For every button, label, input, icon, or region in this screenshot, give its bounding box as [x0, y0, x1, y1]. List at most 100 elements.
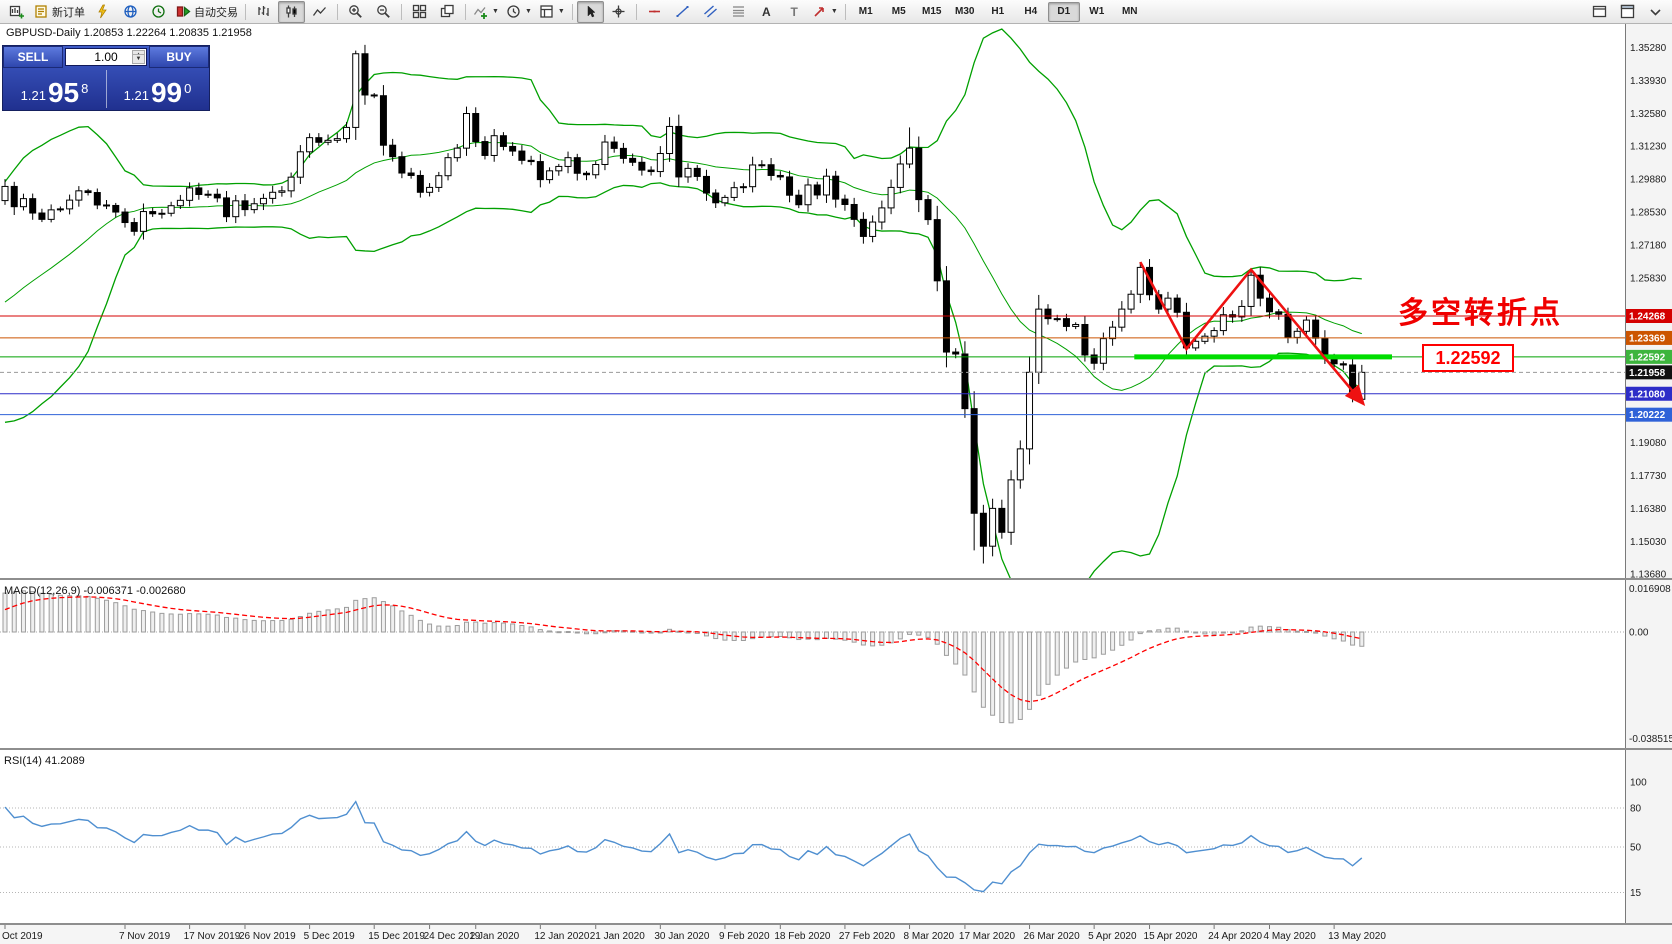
rsi-line	[4, 800, 1363, 893]
text-icon: A	[759, 4, 774, 19]
new-order-button[interactable]: 新订单	[31, 1, 88, 23]
candlestick-button[interactable]	[278, 0, 305, 23]
macd-histogram	[2, 590, 1365, 724]
buy-button[interactable]: BUY	[149, 46, 209, 68]
svg-text:30 Jan 2020: 30 Jan 2020	[654, 931, 709, 942]
trendline-button[interactable]	[669, 1, 696, 23]
periods-button[interactable]: ▼	[503, 1, 535, 23]
cascade-windows-button[interactable]	[434, 1, 461, 23]
globe-button[interactable]	[117, 1, 144, 23]
buy-price[interactable]: 1.21 99 0	[106, 68, 209, 110]
text-button[interactable]: A	[753, 1, 780, 23]
bar-chart-button[interactable]	[250, 1, 277, 23]
sell-price[interactable]: 1.21 95 8	[3, 68, 106, 110]
buy-price-big: 99	[150, 77, 183, 109]
toolbar-separator	[635, 3, 637, 20]
svg-text:1.20222: 1.20222	[1629, 410, 1666, 421]
svg-text:-0.038515: -0.038515	[1629, 734, 1672, 745]
timeframe-button-M15[interactable]: M15	[922, 6, 942, 17]
new-chart-icon	[9, 4, 24, 19]
timeframe-button-M1[interactable]: M1	[858, 6, 873, 17]
zoom-out-button[interactable]	[370, 1, 397, 23]
toolbar-separator	[337, 3, 338, 20]
main-toolbar: 新订单 自动交易 ▼ ▼ ▼ A T ▼ M1 M5 M15 M30 H1 H4 D1 W1 MN	[0, 0, 1672, 24]
auto-trading-button-label: 自动交易	[194, 6, 238, 19]
arrows-icon	[812, 4, 827, 19]
auto-trading-button[interactable]: 自动交易	[173, 1, 241, 23]
templates-icon	[539, 4, 554, 19]
new-chart-button[interactable]	[3, 1, 30, 23]
timeframe-button-MN[interactable]: MN	[1121, 6, 1138, 17]
fibonacci-button[interactable]	[725, 1, 752, 23]
svg-text:1.17730: 1.17730	[1630, 471, 1667, 482]
chevron-down-icon: ▼	[524, 8, 532, 15]
price-axis[interactable]	[1626, 24, 1672, 578]
price-axis-labels: 1.35280 1.33930 1.32580 1.31230 1.29880 1.285…	[1630, 43, 1667, 578]
chevron-down-icon: ▼	[830, 8, 838, 15]
fullscreen-button[interactable]	[1614, 1, 1641, 23]
svg-text:1.23369: 1.23369	[1629, 333, 1666, 344]
volume-input[interactable]: 1.00 ▲ ▼	[65, 48, 147, 66]
svg-text:15: 15	[1630, 888, 1642, 899]
toolbar-separator	[401, 3, 402, 20]
rsi-axis[interactable]	[1626, 750, 1672, 923]
svg-text:1.16380: 1.16380	[1630, 504, 1667, 515]
timeframe-button-H4[interactable]: H4	[1024, 6, 1038, 17]
timeframe-button-W1[interactable]: W1	[1089, 6, 1105, 17]
channel-button[interactable]	[697, 1, 724, 23]
svg-text:5 Apr 2020: 5 Apr 2020	[1088, 931, 1137, 942]
indicators-button[interactable]: ▼	[470, 1, 502, 23]
crosshair-icon	[611, 4, 626, 19]
toolbar-separator	[245, 3, 246, 20]
history-icon	[151, 4, 166, 19]
chart-ohlc-info: GBPUSD-Daily 1.20853 1.22264 1.20835 1.2…	[6, 27, 252, 39]
rsi-label: RSI(14) 41.2089	[4, 755, 85, 767]
rsi-indicator-panel[interactable]: RSI(14) 41.2089 100 80 50 15	[0, 750, 1672, 923]
periods-icon	[506, 4, 521, 19]
crosshair-button[interactable]	[605, 1, 632, 23]
templates-button[interactable]: ▼	[536, 1, 568, 23]
history-button[interactable]	[145, 1, 172, 23]
line-chart-button[interactable]	[306, 1, 333, 23]
zoom-out-icon	[376, 4, 391, 19]
window-list-button[interactable]	[1586, 1, 1613, 23]
svg-text:1.19080: 1.19080	[1630, 438, 1667, 449]
toolbar-separator	[571, 3, 573, 20]
arrows-button[interactable]: ▼	[809, 1, 841, 23]
label-button[interactable]: T	[781, 1, 808, 23]
volume-down-stepper[interactable]: ▼	[132, 54, 145, 64]
macd-indicator-panel[interactable]: MACD(12,26,9) -0.006371 -0.002680 0.01690…	[0, 580, 1672, 748]
timeframe-button-H1[interactable]: H1	[991, 6, 1005, 17]
svg-text:21 Jan 2020: 21 Jan 2020	[590, 931, 645, 942]
timeframe-button-D1[interactable]: D1	[1047, 1, 1080, 22]
svg-text:15 Dec 2019: 15 Dec 2019	[368, 931, 425, 942]
sell-button[interactable]: SELL	[3, 46, 63, 68]
tile-windows-button[interactable]	[406, 1, 433, 23]
svg-text:26 Mar 2020: 26 Mar 2020	[1024, 931, 1081, 942]
svg-text:26 Nov 2019: 26 Nov 2019	[239, 931, 296, 942]
panel-splitter[interactable]	[0, 923, 1672, 925]
support-level-label[interactable]: 1.22592	[1422, 344, 1514, 372]
svg-text:1.25830: 1.25830	[1630, 273, 1667, 284]
collapse-button[interactable]	[1642, 1, 1669, 23]
macd-label: MACD(12,26,9) -0.006371 -0.002680	[4, 585, 186, 597]
lightning-button[interactable]	[89, 1, 116, 23]
price-chart-panel[interactable]: 1.35280 1.33930 1.32580 1.31230 1.29880 1.285…	[0, 24, 1672, 578]
svg-text:1.15030: 1.15030	[1630, 537, 1667, 548]
macd-axis[interactable]	[1626, 580, 1672, 748]
svg-text:9 Feb 2020: 9 Feb 2020	[719, 931, 770, 942]
panel-splitter[interactable]	[0, 748, 1672, 750]
cursor-button[interactable]	[576, 0, 604, 23]
panel-splitter[interactable]	[0, 578, 1672, 580]
hline-button[interactable]	[641, 1, 668, 23]
timeframe-button-M30[interactable]: M30	[955, 6, 975, 17]
channel-icon	[703, 4, 718, 19]
chart-annotation-text[interactable]: 多空转折点	[1398, 297, 1563, 330]
timeframe-button-M5[interactable]: M5	[891, 6, 906, 17]
macd-scale-labels: 0.016908 0.00 -0.038515	[1629, 584, 1672, 745]
label-icon: T	[787, 4, 802, 19]
zigzag-arrow[interactable]	[1139, 261, 1366, 407]
svg-text:0.00: 0.00	[1629, 628, 1649, 639]
zoom-in-button[interactable]	[342, 1, 369, 23]
